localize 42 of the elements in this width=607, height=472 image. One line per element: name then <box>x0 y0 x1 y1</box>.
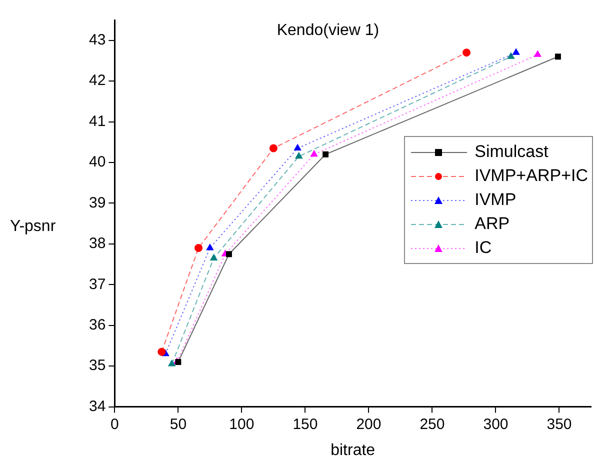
point <box>294 144 302 151</box>
legend-label: ARP <box>474 214 510 234</box>
point <box>206 244 214 250</box>
point <box>462 48 471 57</box>
y-tick-label: 34 <box>88 398 106 415</box>
point <box>226 251 232 258</box>
y-tick-label: 36 <box>88 316 106 334</box>
y-tick-label: 38 <box>88 235 106 252</box>
point <box>194 244 203 252</box>
legend-label: IVMP+ARP+IC <box>474 166 588 186</box>
y-tick-label: 35 <box>88 357 106 374</box>
point <box>168 360 176 366</box>
legend-label: Simulcast <box>474 142 548 162</box>
x-tick-label: 250 <box>420 416 445 433</box>
legend-label: IVMP <box>474 190 516 210</box>
y-tick-label: 40 <box>88 154 106 171</box>
point <box>210 254 218 260</box>
point <box>534 50 542 57</box>
y-tick-label: 39 <box>88 194 106 212</box>
point <box>295 152 302 159</box>
y-axis-title: Y-psnr <box>10 218 56 236</box>
x-tick-label: 50 <box>170 416 187 433</box>
point <box>269 144 278 152</box>
x-tick-label: 200 <box>356 416 382 433</box>
y-tick-label: 43 <box>88 32 106 48</box>
y-tick-label: 37 <box>88 276 106 293</box>
x-tick-label: 350 <box>546 416 572 433</box>
x-tick-label: 0 <box>110 416 119 433</box>
x-axis-title: bitrate <box>330 442 376 459</box>
x-tick-label: 100 <box>229 416 254 433</box>
point <box>507 52 515 59</box>
x-tick-label: 150 <box>292 416 318 433</box>
y-tick-label: 42 <box>88 72 106 90</box>
y-tick-label: 41 <box>88 112 106 130</box>
point <box>512 48 520 55</box>
point <box>322 151 329 158</box>
point <box>555 54 561 60</box>
legend-label: IC <box>474 238 492 258</box>
point <box>310 150 318 157</box>
chart-title: Kendo(view 1) <box>276 22 380 40</box>
x-tick-label: 300 <box>483 416 508 433</box>
point <box>158 348 166 356</box>
